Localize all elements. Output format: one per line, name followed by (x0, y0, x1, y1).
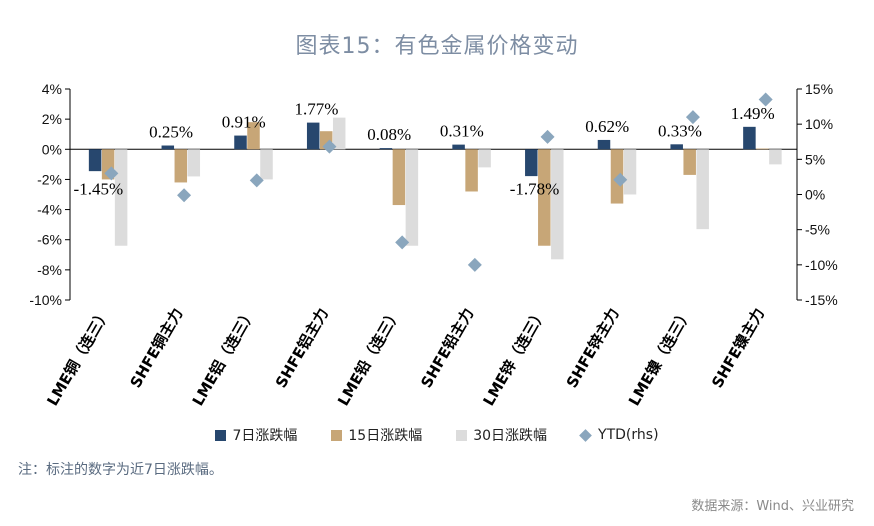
bar-15d (247, 122, 260, 150)
chart-legend: 7日涨跌幅 15日涨跌幅 30日涨跌幅 YTD(rhs) (0, 425, 874, 445)
legend-label-ytd: YTD(rhs) (598, 427, 659, 443)
chart-title: 图表15：有色金属价格变动 (295, 34, 579, 59)
ytd-marker (758, 92, 773, 107)
bar-7d (306, 122, 320, 150)
left-tick-label: 0% (42, 141, 62, 157)
category-label: SHFE镍主力 (708, 305, 768, 391)
ytd-marker (104, 166, 119, 181)
left-tick-label: -6% (37, 232, 62, 248)
legend-label-15d: 15日涨跌幅 (348, 428, 423, 444)
category-label: LME铜（连三） (43, 305, 113, 409)
bar-15d (174, 149, 188, 183)
bar-7d (234, 135, 247, 150)
category-label: SHFE铜主力 (126, 305, 186, 391)
bar-15d (392, 149, 406, 206)
bar-30d (187, 149, 201, 177)
right-tick-label: 0% (805, 187, 825, 203)
chart-canvas: 4% 2% 0% -2% -4% -6% -8% -10% 15% 10% 5% 0% -5% -10% -… (29, 81, 838, 409)
chart-source: 数据来源：Wind、兴业研究 (691, 499, 854, 514)
bar-30d (623, 149, 637, 195)
bar-7d (670, 144, 683, 150)
right-tick-label: 5% (805, 151, 825, 167)
ytd-marker (467, 257, 482, 272)
ytd-marker (685, 110, 700, 125)
legend-item-7d: 7日涨跌幅 (215, 425, 297, 445)
category-label: LME铝（连三） (189, 305, 259, 409)
data-label: 1.77% (294, 100, 338, 119)
data-label: 1.49% (731, 104, 775, 123)
category-label: SHFE铅主力 (417, 305, 477, 391)
left-tick-label: -10% (29, 292, 62, 308)
legend-swatch-30d (456, 429, 468, 441)
data-label: 0.91% (222, 113, 266, 132)
ytd-marker (613, 172, 628, 187)
data-label: -1.45% (74, 179, 124, 198)
left-tick-label: -8% (37, 262, 62, 278)
legend-item-15d: 15日涨跌幅 (331, 425, 422, 445)
bar-7d (525, 149, 538, 177)
data-label: 0.25% (149, 123, 193, 142)
right-tick-label: 15% (805, 81, 833, 97)
right-tick-label: -5% (805, 222, 830, 238)
ytd-marker (177, 188, 192, 203)
bar-30d (551, 149, 564, 260)
bar-30d (405, 149, 419, 246)
category-label: LME锌（连三） (480, 305, 550, 409)
bar-30d (769, 149, 782, 165)
data-label: 0.08% (367, 125, 411, 144)
bar-7d (452, 144, 465, 150)
legend-swatch-7d (215, 429, 227, 441)
legend-swatch-15d (331, 429, 343, 441)
data-label: 0.62% (585, 117, 629, 136)
data-label: 0.31% (440, 122, 484, 141)
chart-note: 注：标注的数字为近7日涨跌幅。 (18, 462, 223, 478)
bar-15d (538, 149, 551, 246)
left-tick-label: -2% (37, 171, 62, 187)
bar-30d (478, 149, 491, 168)
bar-30d (260, 149, 273, 180)
category-label: SHFE锌主力 (563, 305, 623, 391)
bar-15d (683, 149, 696, 175)
legend-item-ytd: YTD(rhs) (579, 425, 659, 445)
legend-label-30d: 30日涨跌幅 (473, 428, 548, 444)
left-tick-label: 4% (42, 81, 62, 97)
bar-7d (161, 145, 175, 150)
bar-7d (743, 126, 756, 150)
category-label: SHFE铝主力 (272, 305, 332, 391)
ytd-marker (540, 129, 555, 144)
ytd-marker (395, 235, 410, 250)
data-label: 0.33% (658, 121, 702, 140)
right-tick-label: 10% (805, 116, 833, 132)
data-label: -1.78% (510, 179, 560, 198)
legend-item-30d: 30日涨跌幅 (456, 425, 547, 445)
bar-7d (379, 148, 393, 150)
bar-7d (597, 139, 611, 150)
bar-7d (88, 149, 102, 172)
legend-label-7d: 7日涨跌幅 (232, 428, 298, 444)
left-tick-label: 2% (42, 111, 62, 127)
bar-30d (696, 149, 709, 230)
category-label: LME铅（连三） (334, 305, 404, 409)
ytd-marker (249, 173, 264, 188)
bar-30d (332, 117, 346, 150)
left-tick-label: -4% (37, 202, 62, 218)
bar-15d (756, 148, 769, 150)
category-label: LME镍（连三） (625, 305, 695, 409)
right-tick-label: -10% (805, 257, 838, 273)
bar-15d (465, 149, 478, 192)
legend-marker-ytd (579, 428, 592, 442)
right-tick-label: -15% (805, 292, 838, 308)
ytd-marker (322, 139, 337, 154)
